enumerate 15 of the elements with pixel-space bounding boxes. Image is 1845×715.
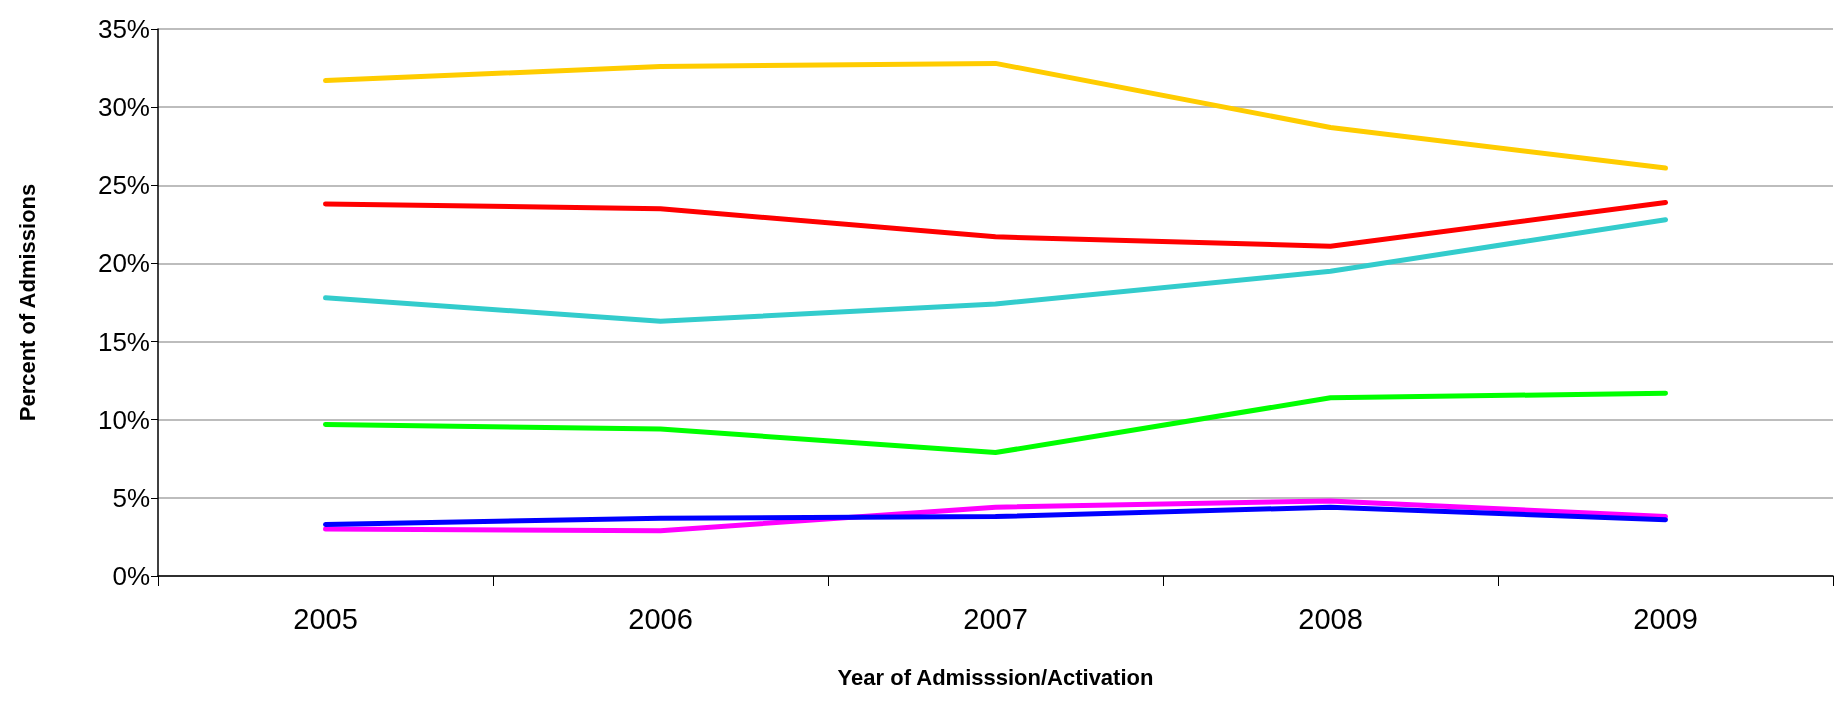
x-axis-title: Year of Admisssion/Activation [837, 664, 1154, 690]
y-tick-label: 20% [97, 248, 150, 279]
y-tick-label: 25% [97, 170, 150, 201]
y-tick-label: 35% [97, 14, 150, 44]
y-tick-label: 10% [97, 404, 150, 435]
y-tick-label: 15% [97, 326, 150, 357]
y-tick-label: 30% [97, 92, 150, 123]
y-tick-label: 0% [112, 561, 150, 591]
x-tick-label: 2008 [1298, 602, 1363, 635]
x-tick-label: 2009 [1633, 602, 1698, 635]
x-tick-label: 2005 [293, 602, 358, 635]
x-tick-label: 2007 [963, 602, 1028, 635]
x-tick-label: 2006 [628, 602, 693, 635]
y-axis-title: Percent of Admissions [14, 183, 40, 422]
y-tick-label: 5% [112, 482, 150, 513]
